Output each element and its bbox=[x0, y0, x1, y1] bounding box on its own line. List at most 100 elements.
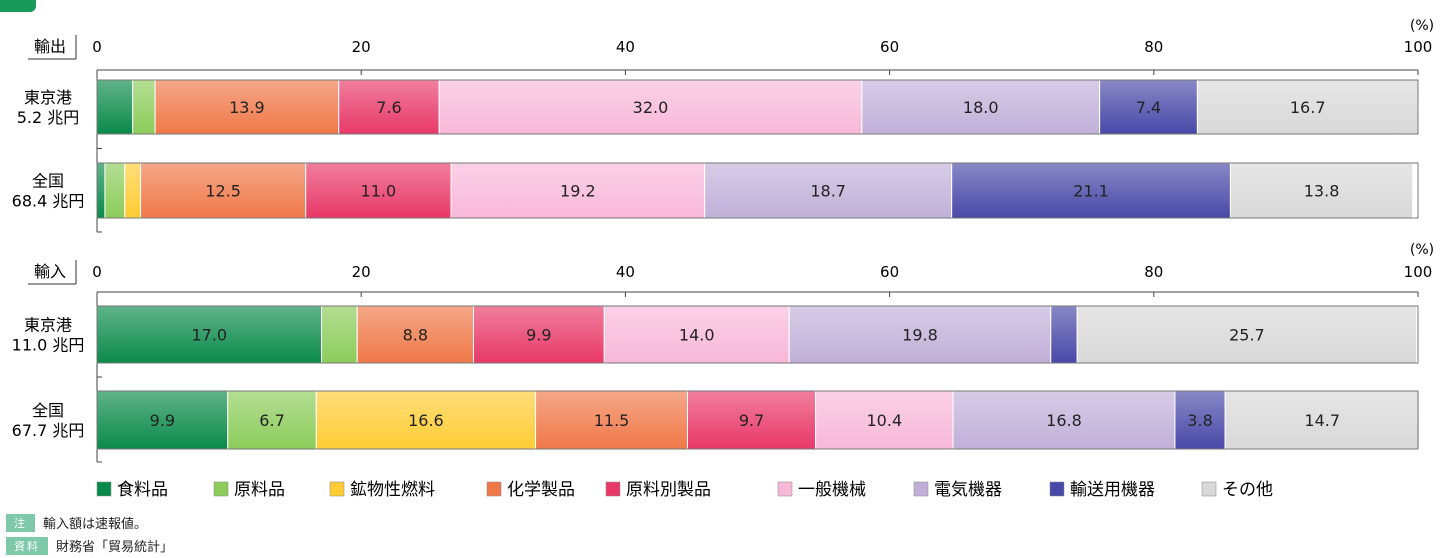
x-tick-label: 100 bbox=[1404, 38, 1433, 56]
legend-swatch bbox=[96, 481, 112, 497]
legend-label: 原料品 bbox=[234, 480, 285, 500]
x-tick-label: 40 bbox=[616, 263, 635, 281]
unit-label: (%) bbox=[1410, 18, 1434, 34]
x-tick-label: 0 bbox=[92, 263, 102, 281]
data-label: 32.0 bbox=[633, 98, 669, 117]
legend-swatch bbox=[329, 481, 345, 497]
bar-segment bbox=[227, 390, 317, 450]
data-label: 16.7 bbox=[1290, 98, 1326, 117]
panel-title: 輸出 bbox=[34, 37, 66, 56]
legend-swatch bbox=[777, 481, 793, 497]
row-sublabel: 5.2 兆円 bbox=[17, 108, 80, 127]
data-label: 13.9 bbox=[229, 98, 265, 117]
bar-segment bbox=[535, 390, 688, 450]
bar-segment bbox=[1099, 79, 1198, 135]
legend-label: 鉱物性燃料 bbox=[350, 480, 435, 500]
source-text: 財務省「貿易統計」 bbox=[56, 540, 174, 555]
bar-segment bbox=[472, 305, 605, 364]
bar-segment bbox=[132, 79, 156, 135]
bar-segment bbox=[788, 305, 1052, 364]
x-tick-label: 100 bbox=[1404, 263, 1433, 281]
legend-swatch bbox=[213, 481, 229, 497]
row-sublabel: 68.4 兆円 bbox=[12, 192, 85, 211]
bar-outline bbox=[96, 390, 1419, 450]
unit-label: (%) bbox=[1410, 242, 1434, 258]
bar-segment bbox=[1050, 305, 1078, 364]
bar-segment bbox=[1076, 305, 1418, 364]
bar-outline bbox=[96, 162, 1419, 219]
x-tick-label: 20 bbox=[352, 263, 371, 281]
legend-swatch bbox=[605, 481, 621, 497]
x-tick-label: 60 bbox=[880, 263, 899, 281]
note-tag: 注 bbox=[6, 513, 35, 532]
bar-outline bbox=[96, 79, 1419, 135]
row-label: 東京港 bbox=[24, 88, 72, 107]
bar-segment bbox=[1229, 162, 1414, 219]
data-label: 7.6 bbox=[376, 98, 401, 117]
bar-segment bbox=[315, 390, 537, 450]
data-label: 7.4 bbox=[1136, 98, 1161, 117]
bar-segment bbox=[815, 390, 954, 450]
x-tick-label: 60 bbox=[880, 38, 899, 56]
bar-outline bbox=[96, 305, 1419, 364]
data-label: 14.7 bbox=[1304, 411, 1340, 430]
legend-label: 原料別製品 bbox=[626, 480, 711, 500]
data-label: 9.9 bbox=[526, 326, 551, 345]
section-corner-badge bbox=[0, 0, 36, 12]
data-label: 18.7 bbox=[810, 182, 846, 201]
x-tick-label: 80 bbox=[1144, 263, 1163, 281]
bar-segment bbox=[124, 162, 142, 219]
x-tick-label: 80 bbox=[1144, 38, 1163, 56]
data-label: 11.5 bbox=[594, 411, 630, 430]
note-line: 注 輸入額は速報値。 bbox=[6, 513, 147, 532]
legend-label: 一般機械 bbox=[798, 480, 866, 500]
data-label: 21.1 bbox=[1073, 182, 1109, 201]
bar-segment bbox=[321, 305, 358, 364]
data-label: 9.9 bbox=[150, 411, 175, 430]
row-label: 全国 bbox=[32, 401, 64, 420]
x-tick-label: 0 bbox=[92, 38, 102, 56]
row-sublabel: 67.7 兆円 bbox=[12, 421, 85, 440]
bar-segment bbox=[356, 305, 474, 364]
data-label: 8.8 bbox=[403, 326, 428, 345]
data-label: 19.2 bbox=[560, 182, 596, 201]
bar-segment bbox=[96, 79, 134, 135]
data-label: 3.8 bbox=[1187, 411, 1212, 430]
legend-swatch bbox=[1201, 481, 1217, 497]
data-label: 16.8 bbox=[1046, 411, 1082, 430]
data-label: 25.7 bbox=[1229, 326, 1265, 345]
bar-segment bbox=[305, 162, 452, 219]
legend-label: 食料品 bbox=[117, 480, 168, 500]
data-label: 11.0 bbox=[361, 182, 397, 201]
x-tick-label: 20 bbox=[352, 38, 371, 56]
legend-label: 輸送用機器 bbox=[1070, 480, 1155, 500]
data-label: 18.0 bbox=[963, 98, 999, 117]
legend-label: 電気機器 bbox=[934, 480, 1002, 500]
panel-title: 輸入 bbox=[34, 262, 66, 281]
data-label: 6.7 bbox=[259, 411, 284, 430]
data-label: 12.5 bbox=[205, 182, 241, 201]
bar-segment bbox=[104, 162, 126, 219]
x-tick-label: 40 bbox=[616, 38, 635, 56]
note-text: 輸入額は速報値。 bbox=[43, 517, 148, 532]
legend-swatch bbox=[486, 481, 502, 497]
row-label: 東京港 bbox=[24, 316, 72, 335]
data-label: 17.0 bbox=[191, 326, 227, 345]
data-label: 9.7 bbox=[739, 411, 764, 430]
data-label: 16.6 bbox=[408, 411, 444, 430]
legend-swatch bbox=[913, 481, 929, 497]
legend-label: 化学製品 bbox=[507, 480, 575, 500]
data-label: 13.8 bbox=[1304, 182, 1340, 201]
data-label: 10.4 bbox=[867, 411, 903, 430]
row-sublabel: 11.0 兆円 bbox=[12, 336, 85, 355]
source-line: 資料 財務省「貿易統計」 bbox=[6, 536, 173, 555]
data-label: 14.0 bbox=[679, 326, 715, 345]
bar-segment bbox=[450, 162, 706, 219]
legend-label: その他 bbox=[1222, 480, 1273, 500]
bar-segment bbox=[951, 162, 1231, 219]
bar-segment bbox=[704, 162, 953, 219]
source-tag: 資料 bbox=[6, 536, 48, 555]
legend-swatch bbox=[1049, 481, 1065, 497]
bar-segment bbox=[603, 305, 790, 364]
